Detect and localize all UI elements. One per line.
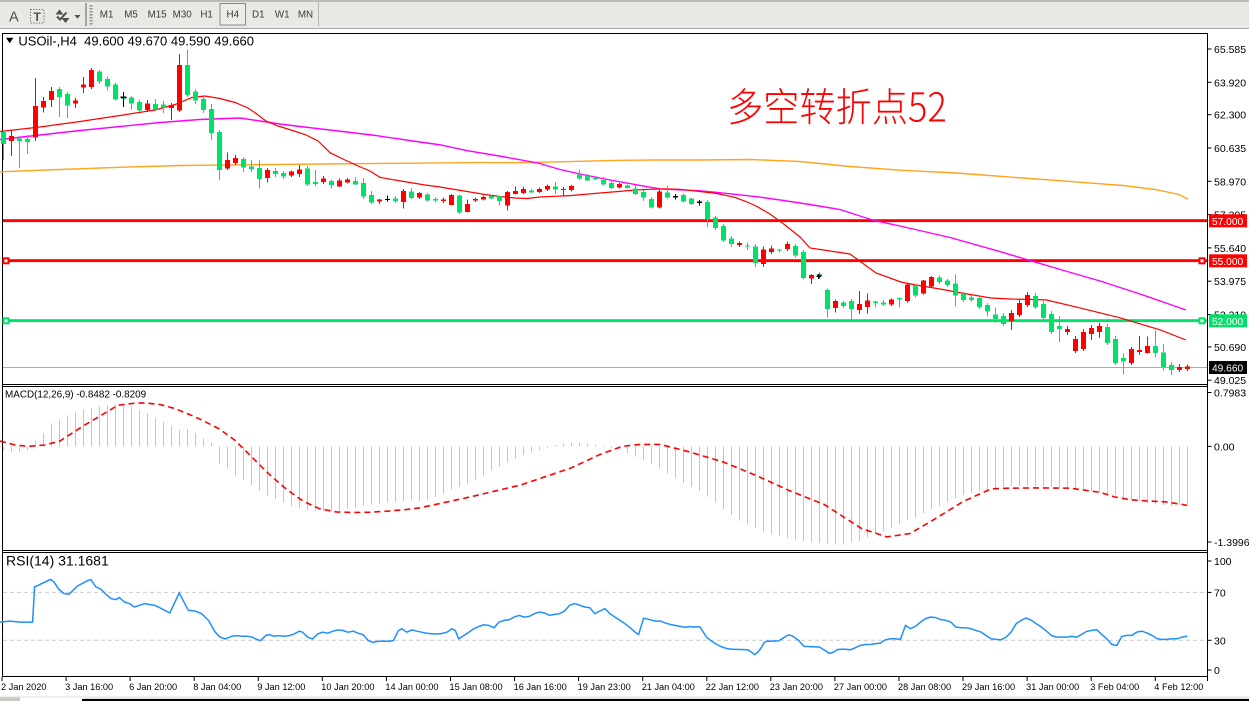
svg-text:H4: H4 [227, 10, 240, 21]
svg-text:W1: W1 [275, 10, 290, 21]
svg-text:D1: D1 [252, 10, 265, 21]
svg-text:T: T [34, 10, 42, 24]
svg-text:52.000: 52.000 [1212, 317, 1243, 328]
svg-text:A: A [9, 10, 19, 26]
svg-text:28 Jan 08:00: 28 Jan 08:00 [898, 682, 951, 692]
svg-text:62.300: 62.300 [1214, 110, 1246, 122]
svg-text:6 Jan 20:00: 6 Jan 20:00 [129, 682, 177, 692]
svg-text:57.000: 57.000 [1212, 217, 1243, 228]
svg-text:USOil-,H4 49.600 49.670 49.59: USOil-,H4 49.600 49.670 49.590 49.660 [18, 34, 254, 49]
svg-text:100: 100 [1214, 556, 1232, 568]
svg-text:2 Jan 2020: 2 Jan 2020 [1, 682, 46, 692]
svg-text:19 Jan 23:00: 19 Jan 23:00 [578, 682, 631, 692]
svg-text:M5: M5 [124, 10, 138, 21]
svg-text:60.635: 60.635 [1214, 143, 1246, 155]
svg-text:M15: M15 [148, 10, 168, 21]
svg-text:0.00: 0.00 [1214, 441, 1235, 453]
svg-text:8 Jan 04:00: 8 Jan 04:00 [193, 682, 241, 692]
svg-text:3 Feb 04:00: 3 Feb 04:00 [1090, 682, 1139, 692]
svg-text:58.970: 58.970 [1214, 176, 1246, 188]
svg-text:MACD(12,26,9) -0.8482 -0.8209: MACD(12,26,9) -0.8482 -0.8209 [5, 390, 147, 401]
svg-text:16 Jan 16:00: 16 Jan 16:00 [514, 682, 567, 692]
svg-text:55.000: 55.000 [1212, 257, 1243, 268]
svg-text:53.975: 53.975 [1214, 276, 1246, 288]
svg-text:65.585: 65.585 [1214, 44, 1246, 56]
svg-text:4 Feb 12:00: 4 Feb 12:00 [1154, 682, 1203, 692]
svg-text:27 Jan 00:00: 27 Jan 00:00 [834, 682, 887, 692]
svg-text:14 Jan 00:00: 14 Jan 00:00 [385, 682, 438, 692]
svg-text:23 Jan 20:00: 23 Jan 20:00 [770, 682, 823, 692]
svg-text:10 Jan 20:00: 10 Jan 20:00 [321, 682, 374, 692]
svg-text:21 Jan 04:00: 21 Jan 04:00 [642, 682, 695, 692]
svg-text:3 Jan 16:00: 3 Jan 16:00 [65, 682, 113, 692]
svg-text:M30: M30 [173, 10, 193, 21]
svg-text:49.660: 49.660 [1212, 364, 1243, 375]
svg-text:H1: H1 [200, 10, 213, 21]
svg-text:70: 70 [1214, 587, 1226, 599]
svg-text:31 Jan 00:00: 31 Jan 00:00 [1026, 682, 1079, 692]
svg-text:RSI(14) 31.1681: RSI(14) 31.1681 [6, 553, 109, 569]
svg-text:15 Jan 08:00: 15 Jan 08:00 [450, 682, 503, 692]
svg-text:29 Jan 16:00: 29 Jan 16:00 [962, 682, 1015, 692]
svg-text:M1: M1 [100, 10, 114, 21]
svg-text:-1.3996: -1.3996 [1214, 537, 1249, 549]
svg-text:63.920: 63.920 [1214, 77, 1246, 89]
svg-text:22 Jan 12:00: 22 Jan 12:00 [706, 682, 759, 692]
svg-text:9 Jan 12:00: 9 Jan 12:00 [257, 682, 305, 692]
svg-text:0.7983: 0.7983 [1214, 388, 1246, 400]
svg-text:30: 30 [1214, 635, 1226, 647]
svg-text:50.690: 50.690 [1214, 342, 1246, 354]
svg-text:55.640: 55.640 [1214, 243, 1246, 255]
svg-text:0: 0 [1214, 665, 1220, 677]
svg-text:49.025: 49.025 [1214, 375, 1246, 387]
svg-text:MN: MN [298, 10, 313, 21]
